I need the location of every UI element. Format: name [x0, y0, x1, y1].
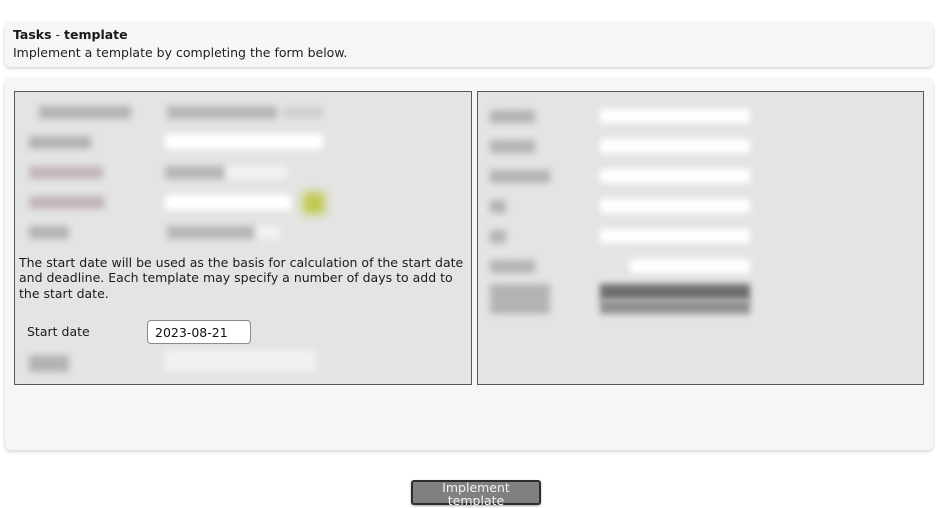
start-date-note: The start date will be used as the basis… — [19, 255, 464, 301]
redacted-selected-block[interactable] — [600, 284, 750, 300]
redacted-label — [490, 110, 535, 123]
redacted-input[interactable] — [227, 166, 287, 179]
page-title-separator: - — [51, 27, 65, 42]
redacted-label — [29, 355, 69, 372]
redacted-value — [165, 166, 225, 179]
redacted-value — [283, 107, 323, 118]
start-date-label: Start date — [27, 324, 90, 339]
left-form-panel: The start date will be used as the basis… — [14, 91, 472, 385]
redacted-input[interactable] — [165, 195, 291, 210]
redacted-input[interactable] — [630, 259, 750, 273]
implement-template-button[interactable]: Implement template — [411, 480, 541, 506]
redacted-label — [490, 170, 550, 183]
redacted-label — [29, 166, 103, 179]
redacted-label — [490, 230, 506, 243]
redacted-input[interactable] — [165, 134, 323, 149]
page-header-card: Tasks - template Implement a template by… — [5, 22, 933, 67]
redacted-label — [29, 196, 105, 209]
highlight-marker — [303, 192, 325, 214]
redacted-value — [167, 226, 255, 239]
redacted-label — [29, 226, 69, 239]
redacted-input[interactable] — [600, 169, 750, 183]
redacted-label — [39, 106, 131, 119]
redacted-input[interactable] — [600, 229, 750, 243]
redacted-input[interactable] — [257, 226, 281, 239]
right-form-panel — [477, 91, 924, 385]
redacted-input[interactable] — [600, 109, 750, 123]
redacted-input[interactable] — [600, 199, 750, 213]
redacted-label — [490, 200, 506, 213]
start-date-input[interactable] — [147, 320, 251, 344]
page-title: Tasks - template — [13, 27, 933, 43]
redacted-label — [29, 136, 91, 149]
redacted-value — [167, 106, 277, 119]
redacted-label — [490, 140, 535, 153]
redacted-selected-block[interactable] — [600, 300, 750, 314]
redacted-input[interactable] — [165, 350, 315, 372]
page-title-main: Tasks — [13, 27, 52, 42]
page-title-sub: template — [64, 27, 128, 42]
page-subtitle: Implement a template by completing the f… — [13, 45, 348, 60]
redacted-label — [490, 284, 550, 314]
form-card: The start date will be used as the basis… — [5, 78, 933, 506]
redacted-input[interactable] — [600, 139, 750, 153]
redacted-label — [490, 260, 535, 273]
